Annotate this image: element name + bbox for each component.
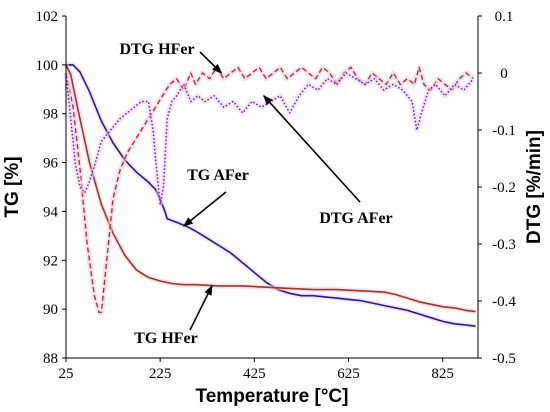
x-axis-title: Temperature [°C]: [196, 386, 349, 407]
dtg-hfer-line: [65, 66, 474, 314]
right-y-tick-label: 0: [500, 66, 508, 82]
dtg-afer-arrow: [263, 95, 361, 203]
x-tick-label: 25: [59, 366, 74, 382]
left-y-tick-label: 100: [36, 58, 59, 74]
tg-afer-label: TG AFer: [187, 167, 249, 184]
plot-lines: [63, 62, 476, 329]
dtg-hfer-label: DTG HFer: [119, 41, 194, 58]
axes: [62, 15, 482, 362]
left-y-tick-label: 90: [43, 302, 58, 318]
x-tick-label: 625: [337, 366, 360, 382]
tick-labels: 25 225 425 625 825 88 90 92 94 96 98 100 102 -0.5 -0.4…: [36, 9, 517, 382]
tg-afer-arrow: [182, 191, 227, 227]
dtg-afer-line: [65, 72, 474, 205]
left-y-tick-label: 102: [36, 9, 59, 25]
left-y-tick-label: 94: [43, 204, 59, 220]
x-tick-label: 425: [243, 366, 266, 382]
left-y-tick-label: 92: [43, 253, 58, 269]
dtg-hfer-arrow: [199, 51, 223, 74]
right-y-tick-label: -0.5: [492, 351, 516, 367]
right-y-tick-label: -0.4: [492, 294, 516, 310]
tg-hfer-label: TG HFer: [134, 330, 198, 347]
x-tick-label: 825: [431, 366, 454, 382]
right-y-tick-label: 0.1: [495, 9, 514, 25]
dtg-afer-label: DTG AFer: [319, 210, 392, 227]
right-y-tick-label: -0.1: [492, 123, 516, 139]
dtg-afer-glow: [63, 70, 476, 207]
right-y-axis-title: DTG [%/min]: [524, 130, 545, 244]
left-y-axis-title: TG [%]: [2, 156, 23, 217]
right-y-tick-label: -0.2: [492, 180, 516, 196]
right-y-tick-label: -0.3: [492, 237, 516, 253]
left-y-tick-label: 96: [43, 156, 59, 172]
left-y-tick-label: 98: [43, 107, 58, 123]
annotations: DTG HFer TG AFer DTG AFer TG HFer: [119, 41, 392, 347]
x-tick-label: 225: [149, 366, 172, 382]
tg-afer-line: [66, 64, 476, 327]
left-y-tick-label: 88: [43, 351, 58, 367]
tg-hfer-arrow: [189, 285, 213, 331]
